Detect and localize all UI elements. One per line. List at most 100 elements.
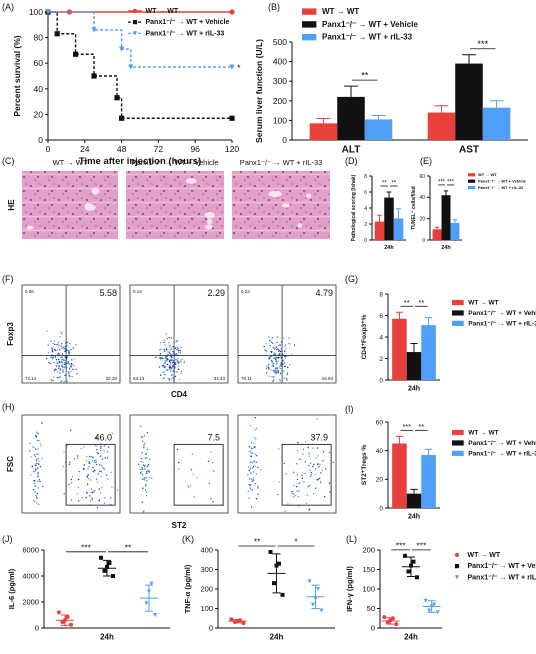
event-dot [160, 357, 162, 359]
event-dot [61, 347, 63, 350]
y-tick-label: 6 [364, 190, 367, 196]
event-dot [36, 462, 38, 464]
event-dot [143, 435, 146, 437]
panel-label: (G) [345, 274, 358, 284]
event-dot [248, 450, 250, 453]
event-dot [52, 380, 54, 382]
event-dot [163, 341, 165, 343]
vessel [305, 193, 312, 199]
event-dot [142, 487, 144, 490]
event-dot [208, 482, 210, 484]
quadrant-value: 72.14 [25, 376, 37, 381]
event-dot [52, 342, 54, 345]
event-dot [70, 370, 72, 373]
x-axis-label: CD4 [171, 390, 188, 399]
marker [73, 51, 79, 57]
y-tick-label: 40 [34, 84, 44, 94]
event-dot [33, 454, 36, 456]
event-dot [86, 476, 89, 479]
vessel [84, 203, 96, 211]
event-dot [141, 474, 144, 476]
event-dot [248, 484, 250, 486]
vessel [204, 211, 215, 219]
event-dot [155, 356, 157, 359]
event-dot [283, 365, 286, 368]
marker [57, 610, 61, 615]
marker [311, 602, 315, 607]
sd-bar [311, 584, 320, 609]
event-dot [279, 364, 282, 366]
panel-label: (A) [2, 2, 14, 12]
error-bar [410, 488, 418, 494]
event-dot [253, 461, 255, 463]
event-dot [271, 359, 273, 362]
event-dot [53, 340, 55, 342]
event-dot [249, 484, 252, 486]
event-dot [166, 355, 168, 358]
legend-label: Panx1⁻/⁻ → WT + rIL-33 [468, 320, 536, 327]
event-dot [168, 368, 171, 370]
event-dot [276, 357, 278, 359]
event-dot [91, 460, 93, 462]
significance-label: ** [391, 181, 396, 187]
event-dot [89, 479, 92, 481]
event-dot [161, 365, 164, 367]
event-dot [272, 363, 274, 365]
quadrant-value: 78.11 [241, 376, 252, 381]
event-dot [275, 346, 278, 348]
marker [382, 615, 387, 620]
event-dot [57, 371, 59, 373]
event-dot [189, 484, 192, 487]
marker [435, 610, 440, 615]
event-dot [311, 435, 314, 438]
event-dot [52, 356, 54, 358]
event-dot [54, 357, 57, 359]
marker [423, 598, 428, 603]
event-dot [75, 368, 77, 371]
y-tick-label: 0 [35, 624, 39, 633]
event-dot [89, 495, 91, 497]
vessel [207, 218, 213, 225]
event-dot [284, 350, 286, 352]
event-dot [272, 342, 274, 344]
event-dot [88, 462, 90, 465]
event-dot [101, 487, 103, 489]
event-dot [80, 447, 83, 450]
event-dot [92, 466, 94, 469]
event-dot [278, 350, 280, 353]
event-dot [63, 363, 66, 366]
event-dot [210, 451, 212, 453]
event-dot [254, 465, 257, 467]
event-dot [143, 510, 145, 512]
event-dot [286, 372, 289, 374]
event-dot [73, 364, 75, 367]
event-dot [87, 474, 89, 476]
event-dot [77, 486, 80, 489]
event-dot [31, 465, 34, 467]
event-dot [251, 452, 253, 454]
event-dot [64, 374, 66, 377]
x-tick-label: 24h [408, 514, 420, 521]
quadrant-value: 5.58 [99, 288, 117, 298]
bar [406, 493, 422, 508]
event-dot [139, 468, 142, 471]
event-dot [70, 499, 73, 501]
sd-bar [145, 584, 153, 612]
event-dot [33, 479, 35, 482]
event-dot [141, 466, 143, 469]
event-dot [61, 353, 64, 355]
event-dot [175, 363, 177, 366]
event-dot [164, 361, 166, 363]
event-dot [96, 448, 98, 451]
event-dot [249, 486, 252, 488]
x-tick-label: 24h [404, 633, 418, 642]
event-dot [68, 342, 71, 345]
event-dot [275, 360, 277, 363]
legend-swatch [452, 429, 464, 436]
event-dot [271, 337, 274, 339]
event-dot [68, 363, 71, 365]
y-tick-label: 6 [379, 313, 383, 320]
event-dot [95, 437, 98, 439]
marker [65, 614, 70, 619]
event-dot [49, 362, 52, 365]
